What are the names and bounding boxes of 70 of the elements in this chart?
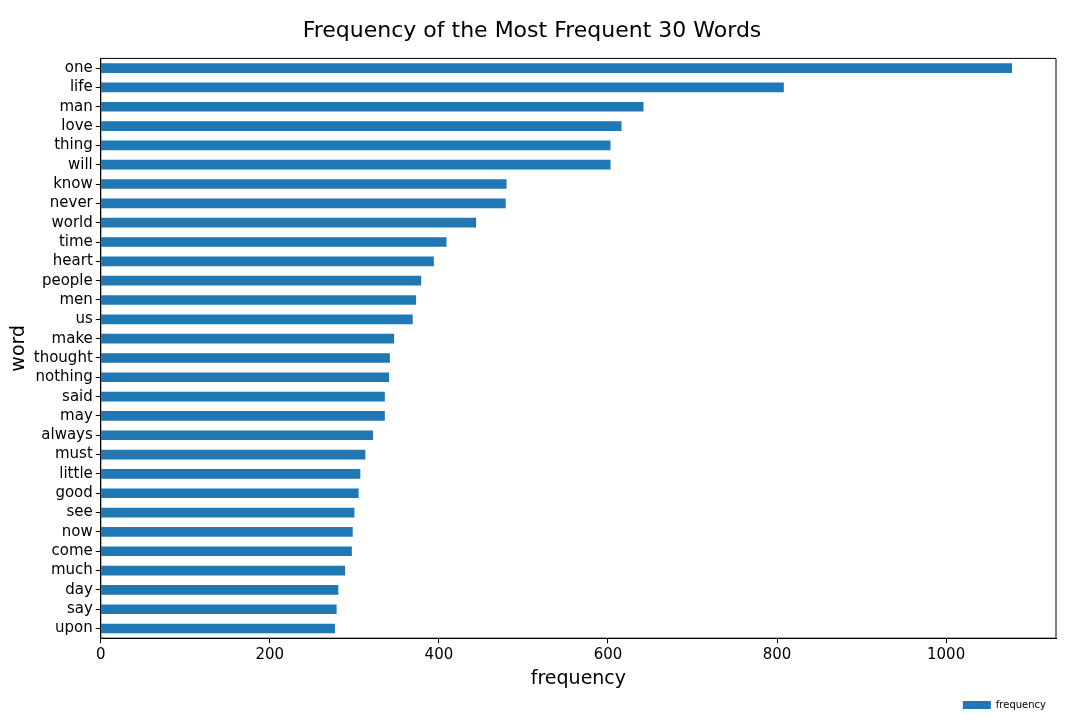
y-tick-label: said <box>62 386 93 405</box>
bar <box>101 372 390 383</box>
y-tick-label: may <box>60 405 93 424</box>
y-tick-label: heart <box>52 251 93 270</box>
bar <box>101 333 395 344</box>
bar <box>101 604 337 615</box>
y-tick-label: come <box>51 541 93 560</box>
bar <box>101 411 385 421</box>
y-tick-label: good <box>55 483 93 502</box>
y-tick-label: upon <box>55 618 93 637</box>
y-tick-label: man <box>59 96 93 115</box>
y-tick-label: say <box>66 599 93 618</box>
bar <box>101 237 447 247</box>
x-tick-label: 800 <box>762 645 792 664</box>
bar <box>101 256 434 267</box>
y-tick-label: love <box>61 115 93 134</box>
y-tick-label: know <box>53 173 93 192</box>
y-tick-label: people <box>41 270 93 289</box>
bar <box>101 198 506 209</box>
y-tick-label: day <box>65 579 93 598</box>
y-tick-label: life <box>69 77 93 96</box>
bar <box>101 314 413 325</box>
x-tick-label: 400 <box>424 645 454 664</box>
y-tick-label: one <box>64 57 93 76</box>
y-tick-label: now <box>61 521 93 540</box>
y-tick-label: nothing <box>35 367 93 386</box>
x-axis-title: frequency <box>530 665 627 688</box>
x-tick-label: 0 <box>96 645 106 664</box>
bar <box>101 546 352 557</box>
bar <box>101 507 355 518</box>
y-axis-title: word <box>6 324 29 372</box>
x-tick-label: 200 <box>255 645 285 664</box>
y-tick-label: see <box>66 502 93 521</box>
bar <box>101 430 373 441</box>
bar <box>101 565 346 576</box>
y-tick-label: thing <box>54 135 93 154</box>
y-tick-label: must <box>54 444 93 463</box>
bar <box>101 488 359 499</box>
y-tick-label: make <box>51 328 93 347</box>
bar <box>101 295 417 305</box>
bar <box>101 121 622 131</box>
y-tick-label: never <box>49 193 94 212</box>
y-tick-label: always <box>41 425 93 444</box>
y-tick-label: time <box>58 231 93 250</box>
bar <box>101 585 339 595</box>
x-tick-label: 600 <box>593 645 623 664</box>
chart-title: Frequency of the Most Frequent 30 Words <box>302 16 762 42</box>
bar <box>101 353 390 363</box>
y-tick-label: thought <box>33 347 93 366</box>
bar <box>101 391 385 402</box>
y-tick-label: will <box>68 154 93 173</box>
bar <box>101 140 611 151</box>
bar <box>101 275 422 286</box>
y-tick-label: little <box>59 463 93 482</box>
bar <box>101 469 361 479</box>
y-tick-label: world <box>51 212 93 231</box>
bar <box>101 159 611 170</box>
bar <box>101 623 335 634</box>
bar <box>101 217 477 228</box>
y-tick-label: us <box>75 309 93 328</box>
bar <box>101 101 644 112</box>
legend-label: frequency <box>995 698 1047 710</box>
x-tick-label: 1000 <box>927 645 966 664</box>
bar <box>101 82 784 93</box>
bar <box>101 63 1013 73</box>
y-tick-label: much <box>50 560 93 579</box>
bar <box>101 527 353 537</box>
y-tick-label: men <box>59 289 93 308</box>
bar <box>101 179 507 189</box>
bar <box>101 449 366 460</box>
